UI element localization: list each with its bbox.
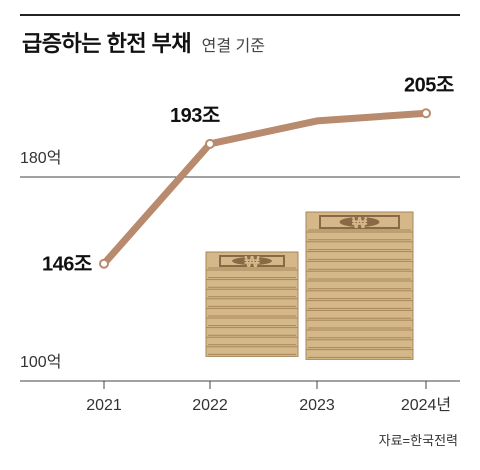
data-point xyxy=(205,138,215,149)
x-tick-label: 2024년 xyxy=(401,396,451,414)
data-label: 146조 xyxy=(42,254,92,276)
money-stack-left: ₩ xyxy=(205,251,299,357)
data-point xyxy=(421,108,431,119)
chart-header: 급증하는 한전 부채 연결 기준 xyxy=(22,26,265,58)
source-note: 자료=한국전력 xyxy=(378,433,458,448)
series-layer xyxy=(99,108,431,269)
top-rule xyxy=(20,14,460,16)
grid-layer: 180억 100억 2021 2022 2023 2024년 xyxy=(20,149,460,414)
chart-subtitle: 연결 기준 xyxy=(201,38,265,55)
svg-text:₩: ₩ xyxy=(352,215,368,232)
x-tick-label: 2022 xyxy=(192,397,228,414)
y-tick-label: 100억 xyxy=(20,353,61,371)
svg-text:₩: ₩ xyxy=(244,254,260,271)
series-line xyxy=(100,109,430,268)
money-stack-right: ₩ xyxy=(305,211,414,360)
data-point xyxy=(99,258,109,269)
x-tick-label: 2021 xyxy=(86,397,122,414)
labels-layer: 146조 193조 205조 xyxy=(42,74,454,275)
data-label: 193조 xyxy=(170,105,220,127)
chart-title: 급증하는 한전 부채 xyxy=(22,31,192,56)
money-illustration: ₩₩ xyxy=(205,211,414,360)
y-tick-label: 180억 xyxy=(20,149,61,167)
x-tick-label: 2023 xyxy=(299,397,335,414)
data-label: 205조 xyxy=(404,74,454,96)
